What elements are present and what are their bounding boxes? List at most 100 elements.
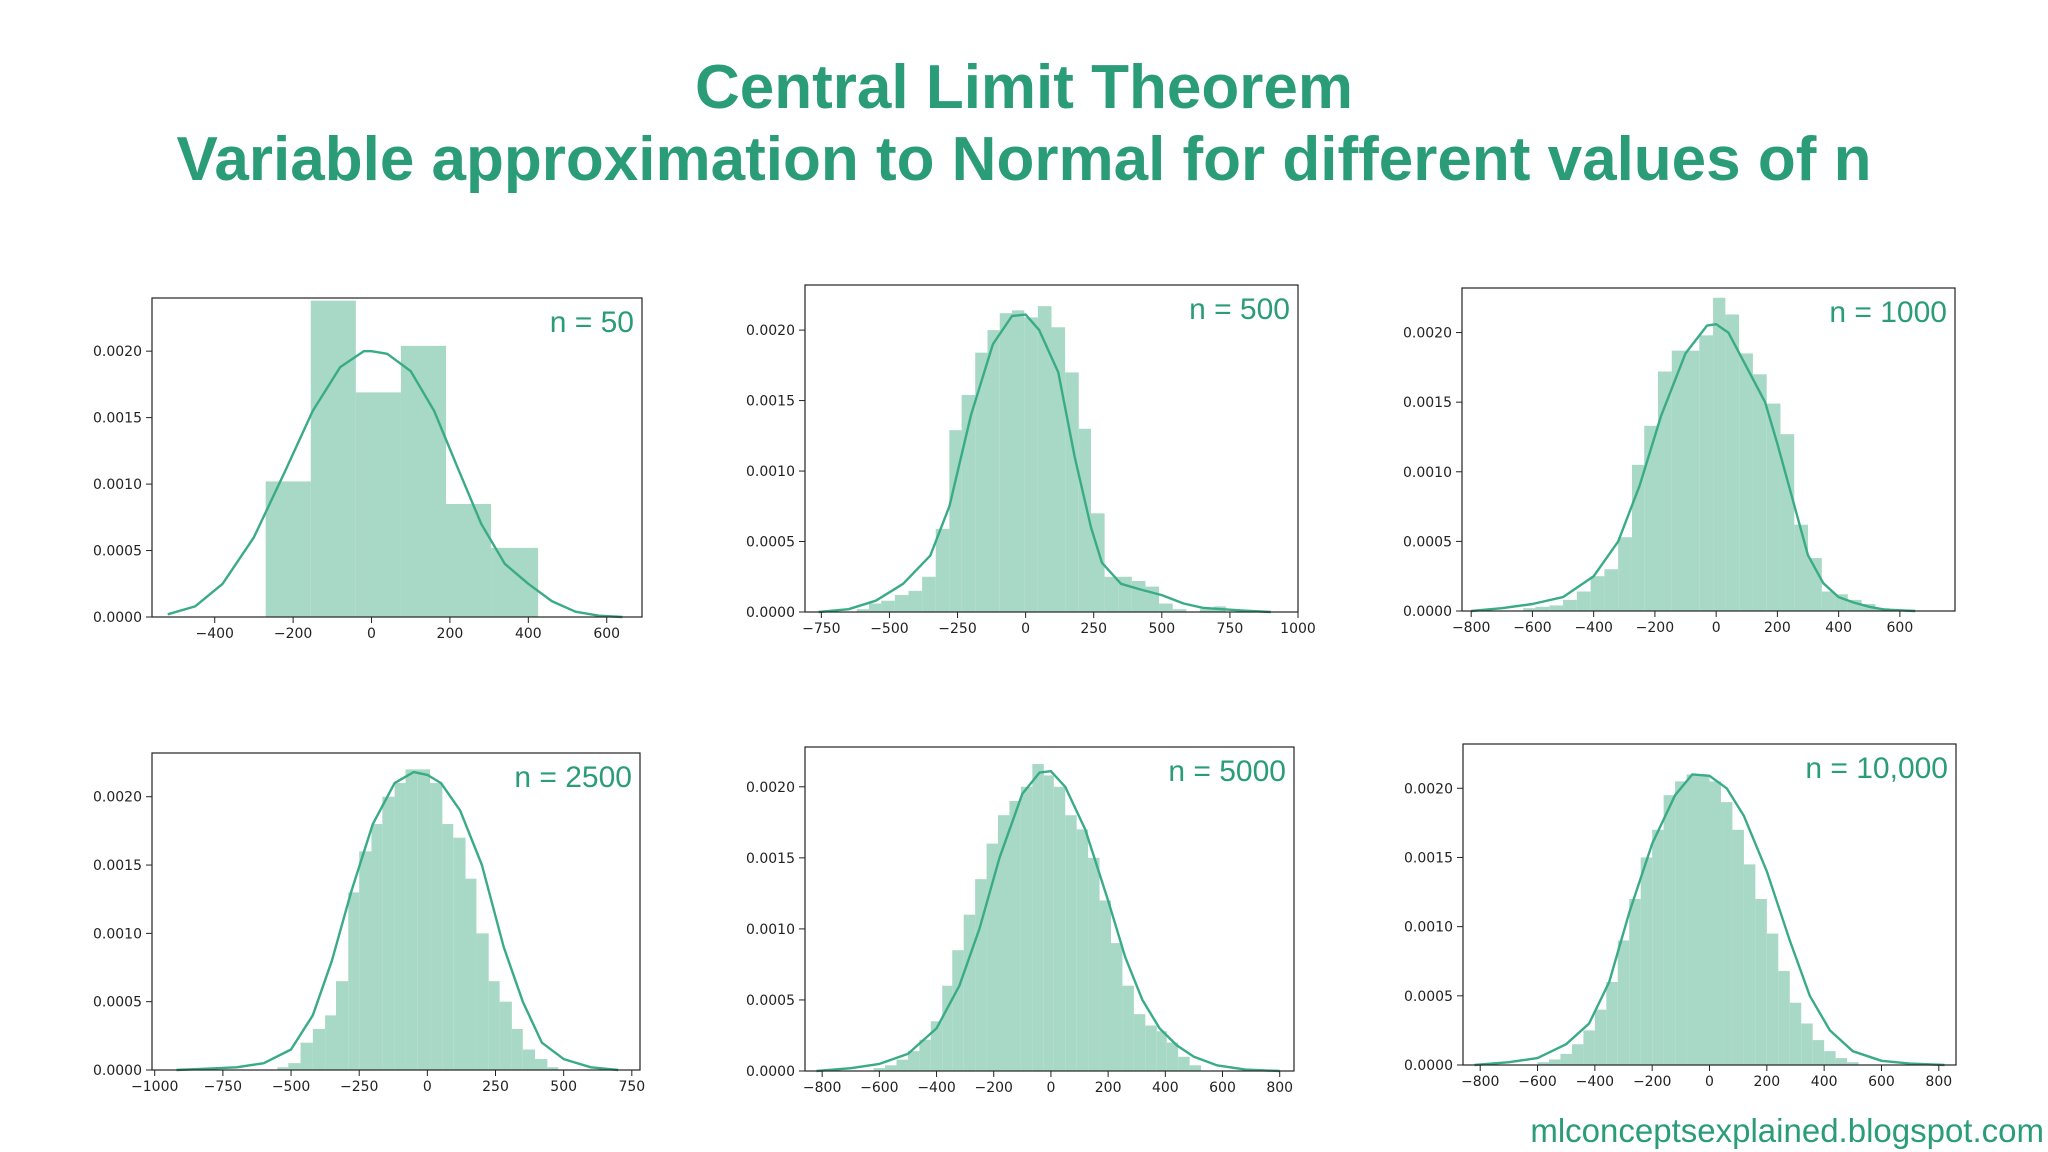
x-tick-label: 0 xyxy=(423,1079,432,1095)
histogram-bar xyxy=(288,1063,301,1070)
chart-title: Central Limit Theorem xyxy=(695,53,1353,122)
y-tick-label: 0.0010 xyxy=(1403,465,1452,481)
x-tick-label: −400 xyxy=(917,1080,955,1096)
histogram-bar xyxy=(465,878,477,1070)
x-tick-label: 250 xyxy=(482,1079,509,1095)
histogram-bar xyxy=(1821,591,1835,611)
y-tick-label: 0.0015 xyxy=(93,411,142,427)
x-tick-label: 750 xyxy=(618,1079,645,1095)
histogram-bar xyxy=(300,1042,313,1070)
histogram-bar xyxy=(1778,970,1790,1065)
x-tick-label: 800 xyxy=(1266,1080,1293,1096)
histogram-bar xyxy=(325,1015,337,1070)
histogram-bar xyxy=(442,824,454,1070)
histogram-bar xyxy=(1780,434,1795,611)
histogram-bar xyxy=(1808,558,1822,611)
histogram-bar xyxy=(522,1049,536,1070)
histogram-bar xyxy=(1065,815,1077,1071)
histogram-bar xyxy=(1824,1051,1836,1065)
histogram-bar xyxy=(1053,786,1066,1071)
x-tick-label: −800 xyxy=(803,1080,841,1096)
histogram-bar xyxy=(382,796,395,1070)
histogram-bar xyxy=(491,547,539,617)
histogram-bar xyxy=(986,843,999,1071)
y-tick-label: 0.0000 xyxy=(93,1063,142,1079)
histogram-bar xyxy=(310,300,356,617)
histogram-bar xyxy=(400,345,446,617)
histogram-bar xyxy=(1847,1062,1859,1065)
sample-size-label: n = 500 xyxy=(1189,293,1290,326)
histogram-bar xyxy=(907,1051,920,1071)
x-tick-label: 600 xyxy=(1887,620,1914,636)
histogram-bar xyxy=(1671,350,1686,611)
x-tick-label: 400 xyxy=(1825,620,1852,636)
histogram-bar xyxy=(881,600,895,612)
x-tick-label: −200 xyxy=(274,626,312,642)
y-tick-label: 0.0015 xyxy=(746,394,795,410)
y-tick-label: 0.0010 xyxy=(93,926,142,942)
histogram-bar xyxy=(1560,1053,1572,1065)
x-tick-label: −750 xyxy=(802,621,840,637)
histogram-bar xyxy=(511,1029,523,1070)
kde-curve xyxy=(1474,773,1945,1067)
histogram-bar xyxy=(987,330,1000,612)
x-tick-label: −800 xyxy=(1461,1074,1499,1090)
plot-frame xyxy=(804,284,1299,613)
histogram-bar xyxy=(1663,795,1676,1065)
kde-curve xyxy=(167,350,623,619)
histogram-panel-n5000: −800 −600 −400 −200 0 200 400 600 800 0.0000 0.000… xyxy=(746,746,1295,1096)
y-tick-label: 0.0005 xyxy=(1403,534,1452,550)
histogram-bar xyxy=(1563,599,1577,611)
x-tick-label: 0 xyxy=(367,626,376,642)
histogram-bar xyxy=(1652,829,1664,1065)
histogram-bar xyxy=(1549,605,1564,611)
plot-frame xyxy=(151,297,643,618)
x-tick-label: 750 xyxy=(1217,621,1244,637)
y-tick-label: 0.0005 xyxy=(93,544,142,560)
histogram-bar xyxy=(355,392,401,617)
histogram-bar xyxy=(961,394,976,612)
kde-curve xyxy=(818,313,1271,614)
sample-size-label: n = 50 xyxy=(550,306,634,339)
blog-url: mlconceptsexplained.blogspot.com xyxy=(1530,1112,2044,1149)
histogram-panel-n10000: −800 −600 −400 −200 0 200 400 600 800 0.0000 0.000… xyxy=(1404,743,1957,1090)
histogram-bar xyxy=(908,590,923,612)
histogram-bar xyxy=(942,985,953,1071)
histogram-bar xyxy=(417,769,431,1070)
y-tick-label: 0.0010 xyxy=(1404,920,1453,936)
x-tick-label: 600 xyxy=(593,626,620,642)
sample-size-label: n = 1000 xyxy=(1829,296,1947,329)
histogram-bar xyxy=(1099,900,1111,1071)
y-tick-label: 0.0005 xyxy=(746,993,795,1009)
x-tick-label: −800 xyxy=(1452,620,1490,636)
y-tick-label: 0.0020 xyxy=(746,780,795,796)
histogram-bar xyxy=(1766,403,1781,611)
kde-curve xyxy=(176,770,619,1072)
histogram-bar xyxy=(1051,327,1066,612)
histogram-bar xyxy=(1739,353,1753,611)
y-tick-label: 0.0000 xyxy=(746,605,795,621)
x-tick-label: −200 xyxy=(1633,1074,1671,1090)
histogram-bar xyxy=(856,609,870,612)
histogram-bar xyxy=(873,1068,886,1071)
histogram-bar xyxy=(336,981,349,1070)
sample-size-label: n = 2500 xyxy=(514,761,632,794)
y-tick-label: 0.0020 xyxy=(746,323,795,339)
sample-size-label: n = 10,000 xyxy=(1805,752,1948,785)
histogram-bar xyxy=(405,769,418,1070)
histogram-bar xyxy=(1725,314,1740,611)
histogram-bar xyxy=(1199,609,1214,612)
chart-subtitle: Variable approximation to Normal for dif… xyxy=(176,125,1872,194)
histogram-bar xyxy=(1594,1009,1607,1065)
histogram-bar xyxy=(547,1067,559,1070)
histogram-bar xyxy=(453,837,466,1070)
histogram-bar xyxy=(1835,1058,1848,1065)
x-tick-label: −250 xyxy=(938,621,976,637)
y-tick-label: 0.0020 xyxy=(93,344,142,360)
histogram-bar xyxy=(1110,943,1123,1071)
histogram-bar xyxy=(1583,1030,1595,1065)
x-tick-label: 250 xyxy=(1080,621,1107,637)
histogram-bar xyxy=(1629,898,1641,1065)
histogram-bar xyxy=(1699,335,1714,611)
histogram-panel-n500: −750 −500 −250 0 250 500 750 1000 0.0000 0.0005 0.… xyxy=(746,284,1316,637)
